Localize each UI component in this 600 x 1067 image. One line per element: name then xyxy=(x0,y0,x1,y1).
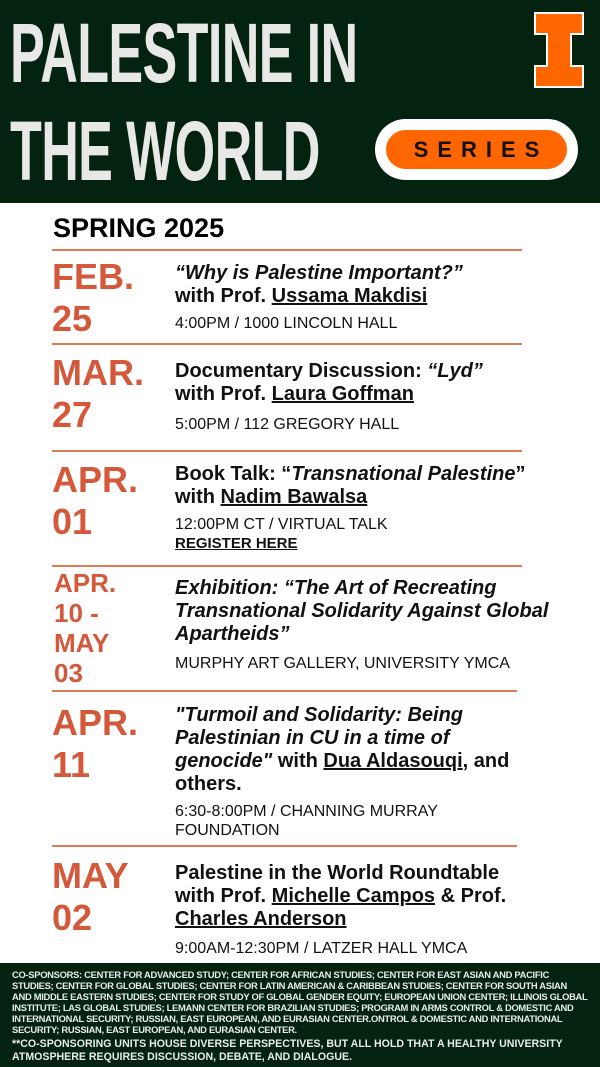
event-date: APR. 10 - MAY 03 xyxy=(54,568,117,688)
speaker-link[interactable]: Charles Anderson xyxy=(175,908,347,930)
divider xyxy=(52,450,522,452)
event-details: 9:00AM-12:30PM / LATZER HALL YMCA xyxy=(175,940,468,957)
title-line-1: PALESTINE IN xyxy=(10,6,358,100)
series-badge: SERIES xyxy=(375,119,578,180)
event-date: APR. 01 xyxy=(52,459,139,542)
speaker-link[interactable]: Michelle Campos xyxy=(271,885,436,907)
season-heading: SPRING 2025 xyxy=(53,213,225,243)
register-link[interactable]: REGISTER HERE xyxy=(175,535,298,552)
event-3: Book Talk: “Transnational Palestine” with… xyxy=(175,463,595,553)
divider xyxy=(52,343,522,345)
disclaimer-text: **CO-SPONSORING UNITS HOUSE DIVERSE PERS… xyxy=(12,1038,563,1063)
event-5: "Turmoil and Solidarity: Being Palestini… xyxy=(175,704,545,840)
event-date: APR. 11 xyxy=(52,702,139,785)
divider xyxy=(52,690,517,692)
illinois-block-i-logo xyxy=(534,12,584,88)
title-line-2: THE WORLD xyxy=(10,104,320,198)
event-details: MURPHY ART GALLERY, UNIVERSITY YMCA xyxy=(175,655,510,672)
event-date: MAR. 27 xyxy=(52,352,144,435)
header-banner: PALESTINE IN THE WORLD SERIES xyxy=(0,0,600,203)
event-details: 12:00PM CT / VIRTUAL TALK xyxy=(175,516,388,533)
event-1: “Why is Palestine Important?” with Prof. … xyxy=(175,262,595,333)
event-6: Palestine in the World Roundtable with P… xyxy=(175,862,535,958)
event-4: Exhibition: “The Art of Recreating Trans… xyxy=(175,577,565,673)
event-details: 4:00PM / 1000 LINCOLN HALL xyxy=(175,315,398,332)
speaker-link[interactable]: Ussama Makdisi xyxy=(271,285,428,307)
divider xyxy=(52,845,517,847)
event-2: Documentary Discussion: “Lyd” with Prof. … xyxy=(175,360,595,434)
event-details: 5:00PM / 112 GREGORY HALL xyxy=(175,416,400,433)
event-details: 6:30-8:00PM / CHANNING MURRAY FOUNDATION xyxy=(175,803,438,839)
cosponsors-text: CO-SPONSORS: CENTER FOR ADVANCED STUDY; … xyxy=(12,969,588,1035)
event-date: FEB. 25 xyxy=(52,256,135,339)
speaker-link[interactable]: Dua Aldasouqi xyxy=(323,750,463,772)
divider xyxy=(52,249,522,251)
speaker-link[interactable]: Laura Goffman xyxy=(271,383,414,405)
footer: CO-SPONSORS: CENTER FOR ADVANCED STUDY; … xyxy=(0,963,600,1067)
divider xyxy=(52,565,522,567)
series-badge-text: SERIES xyxy=(386,130,567,169)
event-date: MAY 02 xyxy=(52,855,129,938)
speaker-link[interactable]: Nadim Bawalsa xyxy=(220,486,368,508)
